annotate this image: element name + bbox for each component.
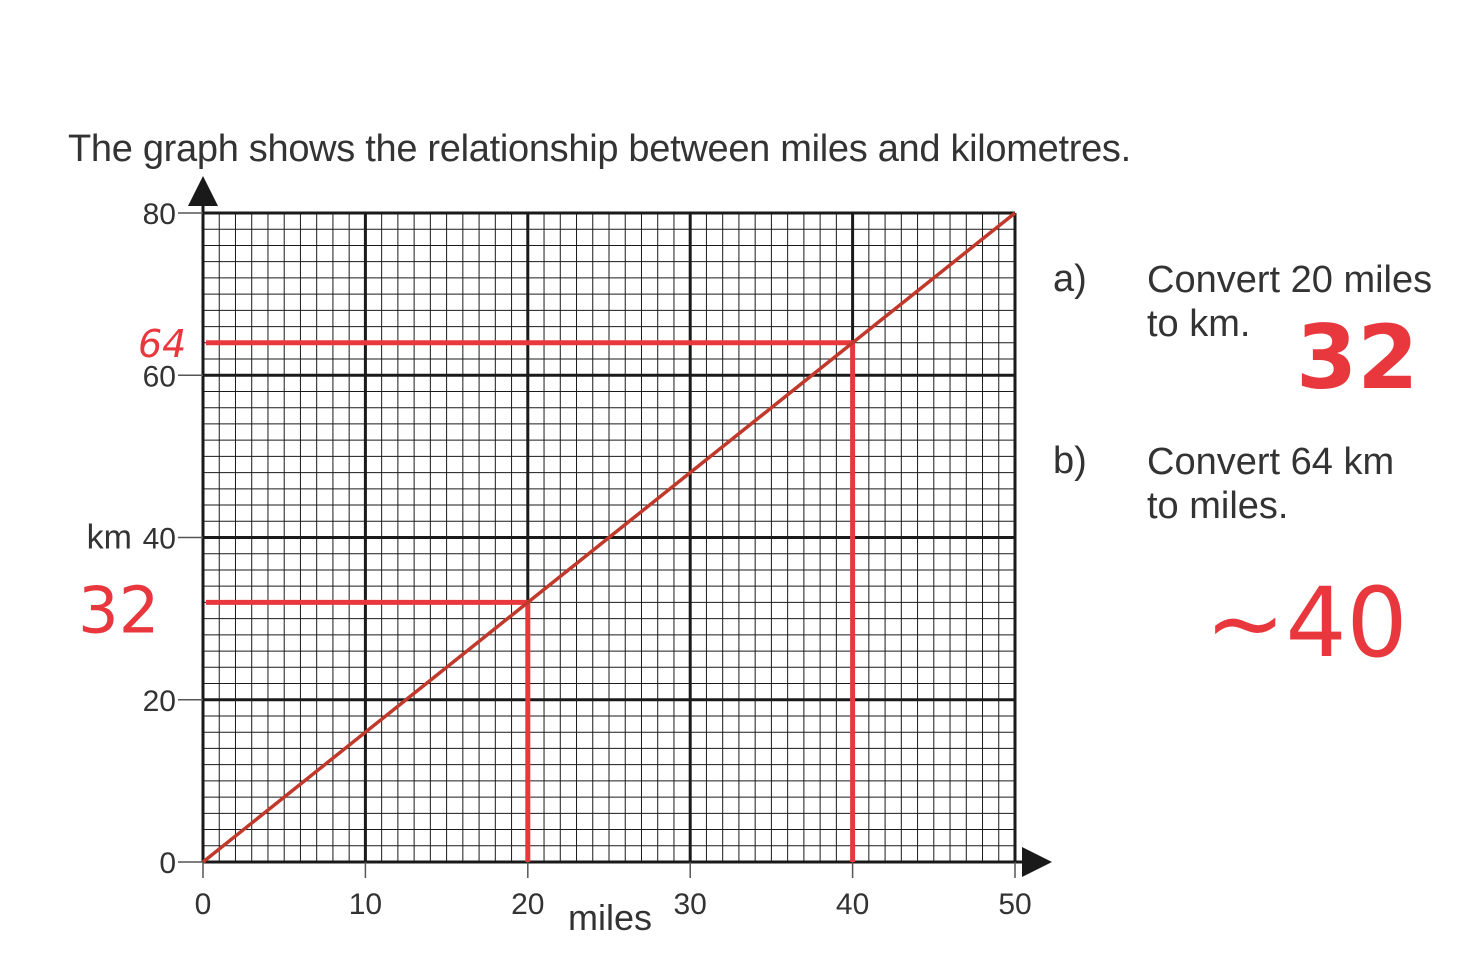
- annotation-guides: [206, 340, 856, 862]
- grid: [201, 211, 1017, 864]
- question-b-line2: to miles.: [1147, 485, 1289, 527]
- question-b-line1: Convert 64 km: [1147, 441, 1395, 483]
- series: [201, 211, 1017, 864]
- handwritten-32: 32: [78, 574, 159, 648]
- question-b-label: b): [1053, 440, 1087, 482]
- y-tick-label: 20: [143, 685, 176, 718]
- question-b-text: Convert 64 km to miles.: [1147, 440, 1477, 528]
- intro-text: The graph shows the relationship between…: [68, 128, 1131, 170]
- tick-labels: 0 20 40 60 80 0 10 20 30 40 50 miles km 64 32 32 ~40: [78, 198, 1418, 938]
- x-tick-label: 20: [511, 888, 544, 921]
- y-tick-label: 60: [143, 360, 176, 393]
- axes: [178, 176, 1052, 878]
- y-tick-label: 40: [143, 523, 176, 556]
- question-a-text: Convert 20 miles to km.: [1147, 258, 1477, 346]
- handwritten-64: 64: [138, 322, 186, 366]
- handwritten-answer-b: ~40: [1205, 567, 1408, 679]
- y-axis-title: km: [87, 519, 132, 557]
- y-tick-label: 80: [143, 198, 176, 231]
- question-a-label: a): [1053, 258, 1087, 300]
- x-tick-label: 10: [349, 888, 382, 921]
- x-tick-label: 30: [674, 888, 707, 921]
- x-tick-label: 50: [998, 888, 1031, 921]
- x-tick-label: 40: [836, 888, 869, 921]
- question-a-line2: to km.: [1147, 303, 1251, 345]
- question-a-line1: Convert 20 miles: [1147, 259, 1433, 301]
- x-axis-title: miles: [568, 897, 652, 938]
- x-tick-label: 0: [195, 888, 212, 921]
- handwritten-answer-a: 32: [1296, 306, 1418, 409]
- series-line-1: [201, 211, 1017, 864]
- y-tick-label: 0: [159, 847, 176, 880]
